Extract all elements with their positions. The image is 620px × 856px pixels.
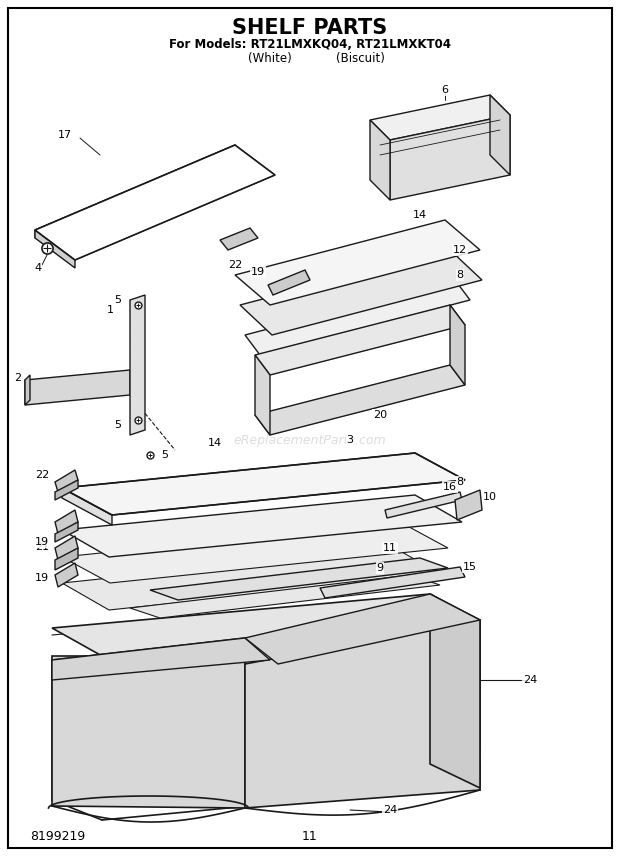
- Polygon shape: [62, 495, 462, 557]
- Text: 5: 5: [115, 420, 122, 430]
- Text: 11: 11: [383, 543, 397, 553]
- Polygon shape: [245, 594, 480, 664]
- Polygon shape: [430, 594, 480, 746]
- Polygon shape: [220, 228, 258, 250]
- Polygon shape: [370, 120, 390, 200]
- Text: 17: 17: [58, 130, 72, 140]
- Text: 1: 1: [107, 305, 113, 315]
- Polygon shape: [62, 488, 112, 525]
- Text: 9: 9: [376, 563, 384, 573]
- Text: 11: 11: [302, 829, 318, 842]
- Text: 20: 20: [373, 410, 387, 420]
- Polygon shape: [35, 145, 275, 260]
- Text: 3: 3: [347, 435, 353, 445]
- Text: 22: 22: [228, 260, 242, 270]
- Polygon shape: [245, 280, 470, 355]
- Polygon shape: [62, 453, 465, 515]
- Polygon shape: [450, 305, 465, 385]
- Text: 2: 2: [14, 373, 22, 383]
- Text: (Biscuit): (Biscuit): [335, 52, 384, 65]
- Text: 5: 5: [161, 450, 169, 460]
- Polygon shape: [35, 145, 235, 238]
- Text: 12: 12: [453, 245, 467, 255]
- Polygon shape: [55, 548, 78, 570]
- Text: 4: 4: [35, 263, 42, 273]
- Polygon shape: [55, 536, 78, 560]
- Polygon shape: [52, 594, 480, 656]
- Text: 22: 22: [35, 470, 49, 480]
- Text: 10: 10: [483, 492, 497, 502]
- Polygon shape: [52, 656, 102, 780]
- Text: For Models: RT21LMXKQ04, RT21LMXKT04: For Models: RT21LMXKQ04, RT21LMXKT04: [169, 38, 451, 51]
- Text: 14: 14: [413, 210, 427, 220]
- Text: 5: 5: [115, 295, 122, 305]
- Text: 8: 8: [456, 477, 464, 487]
- Polygon shape: [35, 230, 75, 268]
- Text: eReplacementParts.com: eReplacementParts.com: [234, 433, 386, 447]
- Polygon shape: [255, 355, 270, 435]
- Text: 19: 19: [251, 267, 265, 277]
- Text: 8199219: 8199219: [30, 829, 86, 842]
- Polygon shape: [25, 375, 30, 405]
- Polygon shape: [55, 470, 78, 492]
- Text: SHELF PARTS: SHELF PARTS: [232, 18, 388, 38]
- Polygon shape: [235, 220, 480, 305]
- Polygon shape: [455, 490, 482, 520]
- Polygon shape: [150, 558, 448, 600]
- Text: 19: 19: [35, 537, 49, 547]
- Polygon shape: [55, 522, 78, 542]
- Polygon shape: [55, 480, 78, 500]
- Polygon shape: [430, 594, 480, 788]
- Polygon shape: [255, 365, 465, 435]
- Text: 21: 21: [35, 542, 49, 552]
- Text: 24: 24: [383, 805, 397, 815]
- Polygon shape: [52, 638, 245, 808]
- Polygon shape: [245, 620, 480, 808]
- Polygon shape: [52, 638, 270, 680]
- Text: 14: 14: [208, 438, 222, 448]
- Text: (White): (White): [248, 52, 292, 65]
- Polygon shape: [320, 567, 465, 598]
- Polygon shape: [490, 95, 510, 175]
- Polygon shape: [130, 575, 440, 618]
- Text: 24: 24: [523, 675, 537, 685]
- Text: 19: 19: [35, 573, 49, 583]
- Text: 16: 16: [443, 482, 457, 492]
- Polygon shape: [390, 115, 510, 200]
- Polygon shape: [385, 492, 462, 518]
- Polygon shape: [62, 522, 448, 583]
- Polygon shape: [268, 270, 310, 295]
- Polygon shape: [55, 563, 78, 587]
- Polygon shape: [25, 370, 130, 405]
- Polygon shape: [255, 305, 465, 375]
- Text: 8: 8: [456, 270, 464, 280]
- Polygon shape: [55, 510, 78, 534]
- Polygon shape: [130, 295, 145, 435]
- Polygon shape: [370, 95, 510, 140]
- Polygon shape: [240, 250, 482, 335]
- Text: 15: 15: [463, 562, 477, 572]
- Polygon shape: [52, 744, 480, 806]
- Text: 6: 6: [441, 85, 448, 95]
- Polygon shape: [62, 548, 442, 610]
